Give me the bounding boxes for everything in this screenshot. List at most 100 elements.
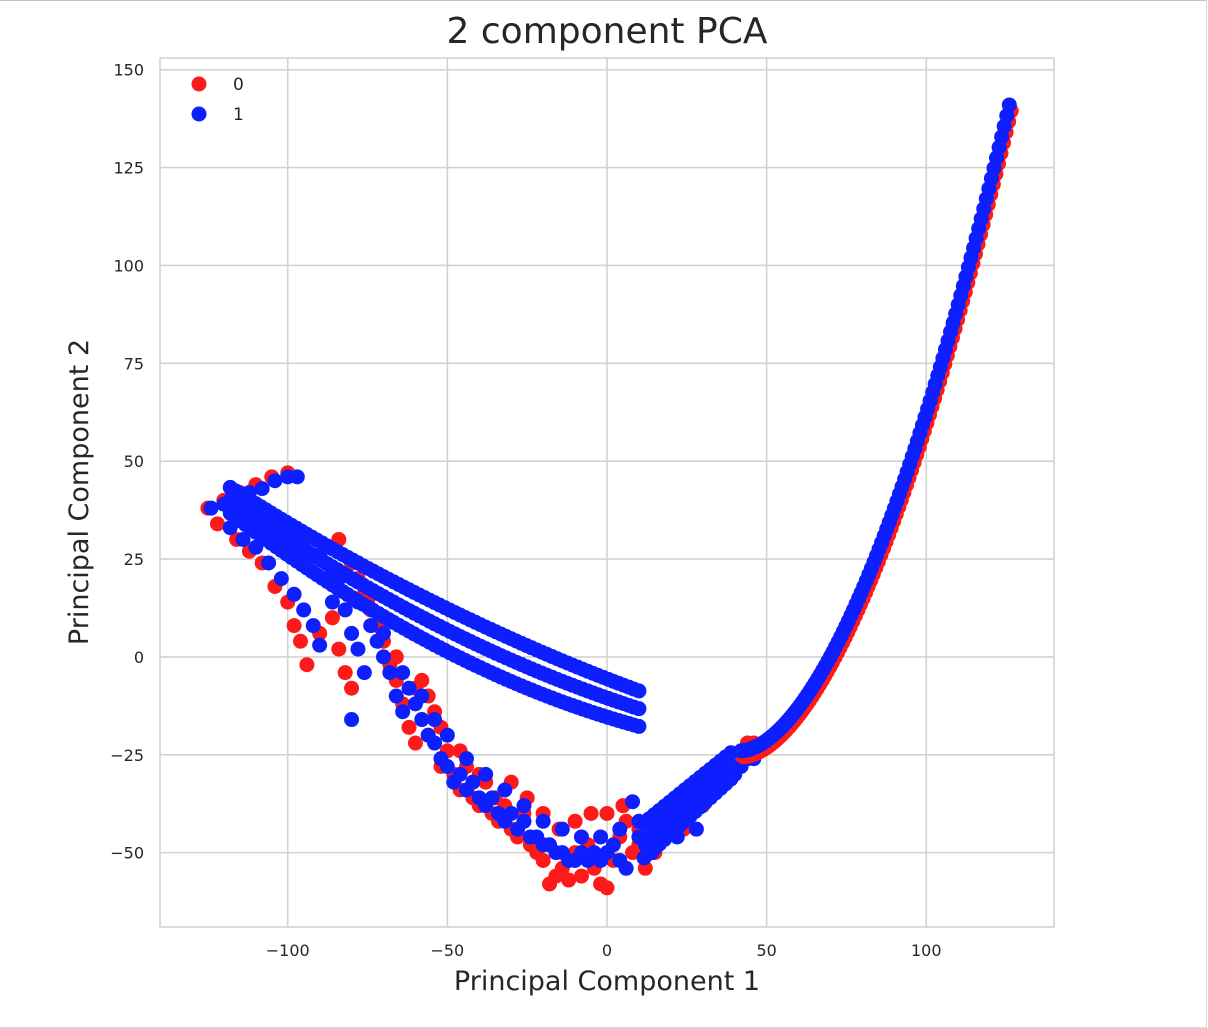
scatter-point <box>414 688 430 704</box>
scatter-point <box>452 766 468 782</box>
scatter-point <box>261 555 277 571</box>
scatter-point <box>395 665 411 681</box>
scatter-point <box>296 602 312 618</box>
y-axis-label: Principal Component 2 <box>64 339 95 645</box>
scatter-point <box>324 610 340 626</box>
scatter-point <box>535 852 551 868</box>
scatter-point <box>376 649 391 665</box>
scatter-point <box>723 758 739 774</box>
scatter-point <box>478 766 494 782</box>
series-1-arm <box>733 97 1017 759</box>
scatter-point <box>631 683 647 699</box>
scatter-point <box>305 618 321 634</box>
y-tick-label: 75 <box>124 354 144 373</box>
scatter-point <box>688 821 704 837</box>
scatter-point <box>535 813 551 829</box>
scatter-point <box>497 782 513 798</box>
x-tick-label: 100 <box>911 941 942 960</box>
scatter-point <box>599 880 615 896</box>
scatter-point <box>407 735 423 751</box>
x-tick-label: −100 <box>266 941 310 960</box>
scatter-point <box>465 774 481 790</box>
scatter-point <box>401 719 417 735</box>
scatter-point <box>593 829 609 845</box>
y-tick-label: 50 <box>124 452 144 471</box>
scatter-point <box>625 794 641 810</box>
scatter-point <box>388 688 404 704</box>
scatter-point <box>350 641 366 657</box>
scatter-point <box>561 872 577 888</box>
x-tick-label: −50 <box>430 941 464 960</box>
scatter-point <box>427 735 443 751</box>
scatter-point <box>337 602 353 618</box>
y-tick-label: 150 <box>113 61 144 80</box>
scatter-point <box>324 594 340 610</box>
scatter-point <box>331 641 347 657</box>
series-1-band <box>222 479 739 866</box>
y-tick-label: 125 <box>113 159 144 178</box>
scatter-point <box>337 665 353 681</box>
scatter-point <box>344 712 360 728</box>
scatter-point <box>618 860 634 876</box>
scatter-point <box>267 473 283 489</box>
scatter-point <box>459 751 475 767</box>
y-tick-label: 0 <box>134 648 144 667</box>
scatter-point <box>356 665 372 681</box>
scatter-point <box>1001 97 1017 113</box>
scatter-point <box>401 680 417 696</box>
scatter-point <box>554 821 570 837</box>
y-tick-label: −50 <box>110 844 144 863</box>
scatter-point <box>209 516 225 532</box>
scatter-point <box>363 618 379 634</box>
scatter-point <box>631 718 647 734</box>
scatter-point <box>503 805 519 821</box>
tick-labels: −100 −50 0 50 100 −50 −25 0 25 50 75 100 125 150 <box>110 61 941 960</box>
legend: 01 <box>191 75 244 125</box>
x-tick-label: 50 <box>756 941 776 960</box>
scatter-point <box>573 868 589 884</box>
x-tick-label: 0 <box>602 941 612 960</box>
scatter-point <box>388 649 404 665</box>
legend-label: 0 <box>233 75 244 95</box>
legend-label: 1 <box>233 105 244 125</box>
scatter-point <box>573 829 589 845</box>
scatter-point <box>605 837 621 853</box>
scatter-point <box>414 712 430 728</box>
y-tick-label: −25 <box>110 746 144 765</box>
scatter-point <box>599 805 615 821</box>
scatter-point <box>612 821 628 837</box>
scatter-point <box>723 745 739 761</box>
scatter-point <box>286 618 302 634</box>
scatter-point <box>484 790 500 806</box>
scatter-point <box>439 727 455 743</box>
x-axis-label: Principal Component 1 <box>454 966 760 997</box>
scatter-point <box>292 633 308 649</box>
scatter-point <box>312 637 328 653</box>
legend-marker <box>191 76 207 92</box>
scatter-point <box>273 571 289 587</box>
scatter-point <box>344 625 360 641</box>
chart-title: 2 component PCA <box>447 11 768 52</box>
legend-marker <box>191 106 207 122</box>
scatter-point <box>631 701 647 717</box>
scatter-point <box>427 712 443 728</box>
scatter-point <box>376 625 391 641</box>
scatter-point <box>382 665 398 681</box>
scatter-point <box>439 759 455 775</box>
scatter-point <box>395 704 411 720</box>
scatter-point <box>203 500 219 516</box>
scatter-point <box>289 469 305 485</box>
scatter-point <box>516 798 532 814</box>
scatter-point <box>567 813 583 829</box>
scatter-point <box>344 680 360 696</box>
y-tick-label: 25 <box>124 550 144 569</box>
scatter-point <box>516 813 532 829</box>
scatter-point <box>254 481 270 497</box>
scatter-point <box>723 771 739 787</box>
y-tick-label: 100 <box>113 256 144 275</box>
scatter-points <box>200 97 1019 896</box>
scatter-point <box>583 805 599 821</box>
scatter-point <box>299 657 315 673</box>
scatter-point <box>248 539 264 555</box>
